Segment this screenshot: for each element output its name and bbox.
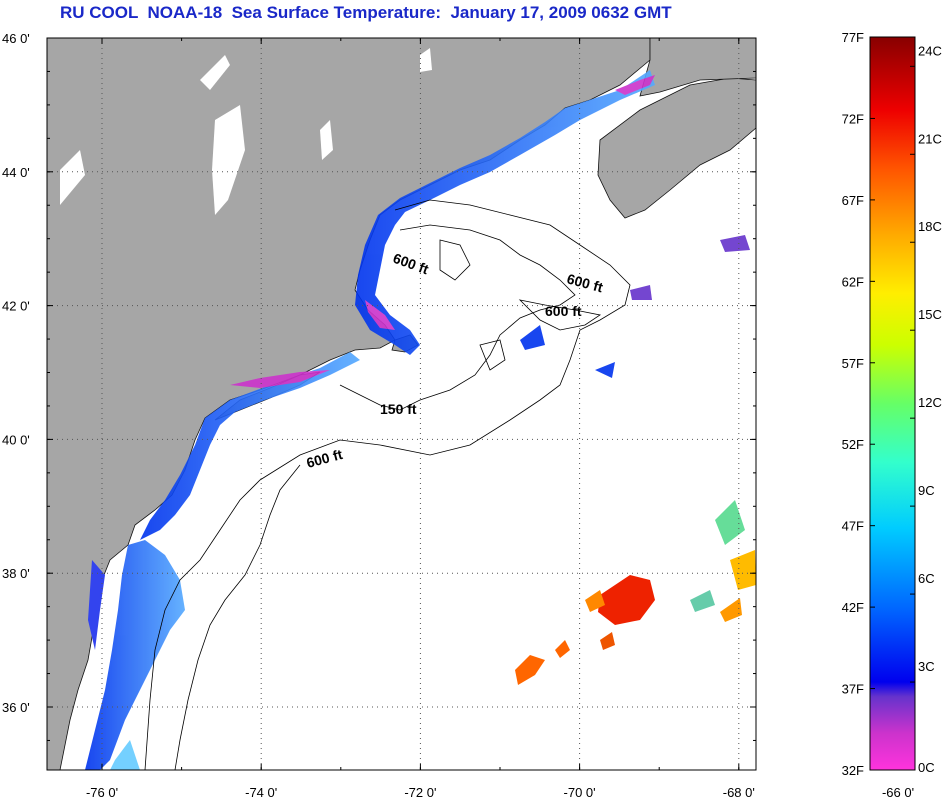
colorbar-c-label: 0C bbox=[918, 760, 935, 775]
colorbar-c-label: 3C bbox=[918, 659, 935, 674]
graticule bbox=[47, 38, 756, 770]
page-title: RU COOL NOAA-18 Sea Surface Temperature:… bbox=[60, 3, 672, 22]
colorbar-c-label: 18C bbox=[918, 219, 942, 234]
land-canada-north bbox=[639, 38, 756, 97]
colorbar-c-label: 6C bbox=[918, 571, 935, 586]
colorbar-c-label: 9C bbox=[918, 483, 935, 498]
sst-warm-patches bbox=[515, 500, 756, 685]
colorbar-f-label: 42F bbox=[842, 600, 864, 615]
colorbar-f-label: 37F bbox=[842, 682, 864, 697]
contour-label-3: 600 ft bbox=[545, 303, 582, 319]
colorbar-f-label: 52F bbox=[842, 437, 864, 452]
lat-tick-label: 40 0' bbox=[2, 432, 30, 447]
chesapeake-bay bbox=[88, 560, 105, 650]
colorbar-c-label: 24C bbox=[918, 43, 942, 58]
colorbar-f-label: 62F bbox=[842, 274, 864, 289]
colorbar-f-label: 72F bbox=[842, 111, 864, 126]
colorbar: 77F 72F 67F 62F 57F 52F 47F 42F 37F 32F 24C 21C 18C 1… bbox=[842, 30, 942, 778]
colorbar-f-label: 32F bbox=[842, 763, 864, 778]
colorbar-f-label: 77F bbox=[842, 30, 864, 45]
colorbar-gradient bbox=[869, 36, 916, 771]
land-nova-scotia bbox=[597, 77, 756, 219]
colorbar-f-label: 57F bbox=[842, 356, 864, 371]
colorbar-c-label: 12C bbox=[918, 395, 942, 410]
lat-tick-label: 36 0' bbox=[2, 700, 30, 715]
lon-tick-label: -70 0' bbox=[564, 785, 596, 800]
colorbar-f-label: 47F bbox=[842, 519, 864, 534]
colorbar-c-label: 21C bbox=[918, 131, 942, 146]
axis-ticks: -76 0'-74 0'-72 0'-70 0'-68 0'-66 0'-64 … bbox=[2, 31, 914, 800]
interior-lakes bbox=[60, 48, 432, 475]
lat-tick-label: 38 0' bbox=[2, 566, 30, 581]
colorbar-f-label: 67F bbox=[842, 193, 864, 208]
lat-tick-label: 42 0' bbox=[2, 299, 30, 314]
sst-coastal-band bbox=[85, 70, 750, 770]
lon-tick-label: -76 0' bbox=[86, 785, 118, 800]
colorbar-c-label: 15C bbox=[918, 307, 942, 322]
colorbar-ticks: 77F 72F 67F 62F 57F 52F 47F 42F 37F 32F 24C 21C 18C 1… bbox=[842, 30, 942, 778]
lon-tick-label: -66 0' bbox=[882, 785, 914, 800]
contour-label-4: 150 ft bbox=[380, 401, 417, 417]
lat-tick-label: 44 0' bbox=[2, 165, 30, 180]
bathymetry-contours bbox=[144, 199, 631, 770]
lon-tick-label: -68 0' bbox=[723, 785, 755, 800]
lon-tick-label: -72 0' bbox=[404, 785, 436, 800]
lat-tick-label: 46 0' bbox=[2, 31, 30, 46]
map-frame bbox=[46, 37, 757, 771]
lon-tick-label: -74 0' bbox=[245, 785, 277, 800]
